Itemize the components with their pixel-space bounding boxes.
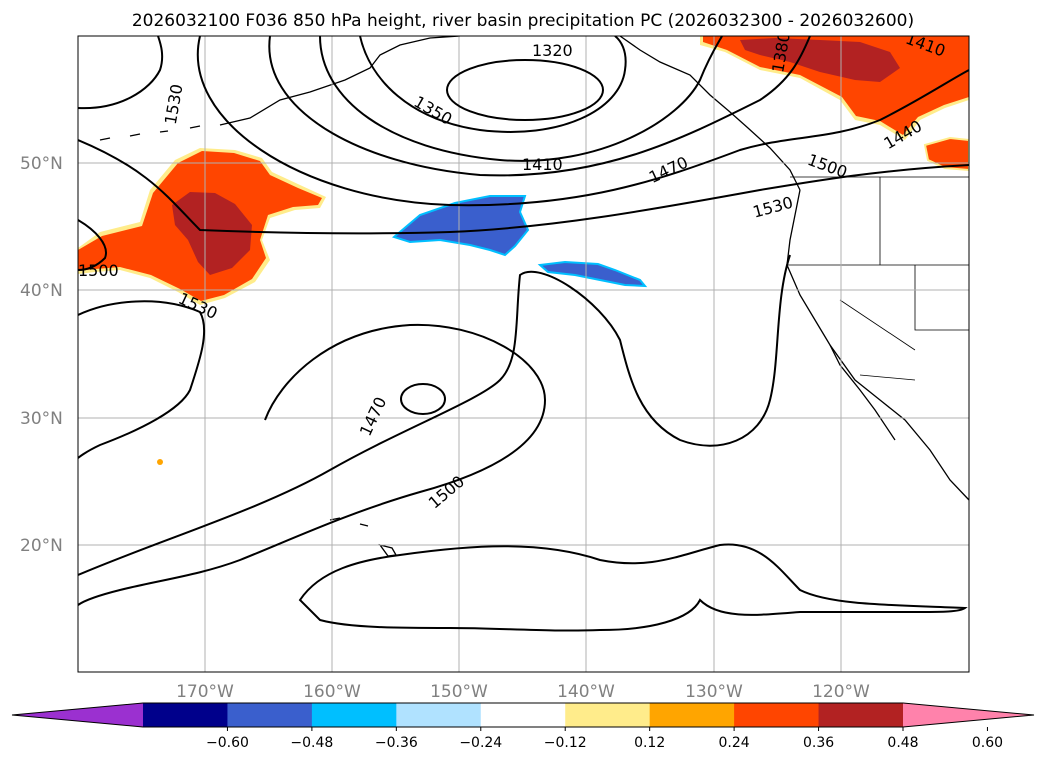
positive-anomaly-east-patch (923, 136, 969, 172)
contour-1350 (359, 36, 627, 133)
state-borders (787, 177, 969, 381)
colorbar-box (565, 703, 651, 727)
colorbar-tick-label: 0.12 (634, 735, 665, 751)
contour-label-1410: 1410 (522, 155, 563, 174)
lon-labels: 170°W 160°W 150°W 140°W 130°W 120°W (176, 682, 870, 702)
lat-label-40: 40°N (20, 281, 63, 301)
colorbar-tick-label: −0.24 (459, 735, 502, 751)
colorbar-ticks: −0.60 −0.48 −0.36 −0.24 −0.12 0.12 0.24 0.36 0.4… (206, 727, 1003, 751)
contour-1530-big (78, 254, 791, 576)
gulf-alaska-coast (619, 36, 801, 191)
colorbar-tick-label: 0.48 (887, 735, 918, 751)
contour-label-1320: 1320 (532, 41, 573, 60)
colorbar-box (143, 703, 228, 727)
small-anomaly-dot (157, 459, 163, 465)
colorbar-box (396, 703, 482, 727)
lon-label-130w: 130°W (685, 682, 743, 702)
colorbar-box (818, 703, 904, 727)
contour-1500-west (78, 219, 107, 271)
positive-anomaly-northeast (703, 36, 969, 135)
negative-anomaly-south (537, 260, 648, 288)
contour-label-1500-w: 1500 (78, 261, 119, 280)
lat-labels: 50°N 40°N 30°N 20°N (20, 154, 63, 556)
negative-anomaly-north (391, 195, 530, 257)
lon-label-140w: 140°W (557, 682, 615, 702)
colorbar-tick-label: 0.60 (972, 735, 1003, 751)
contour-1380 (319, 36, 723, 162)
contour-1530-upper (78, 36, 164, 110)
colorbar-box (734, 703, 820, 727)
colorbar (11, 702, 1035, 728)
colorbar-outline (11, 702, 1035, 728)
aleutians (99, 125, 201, 141)
contour-1320 (446, 59, 604, 121)
coastlines (99, 36, 969, 557)
colorbar-extend-low (12, 703, 143, 727)
map-panel: 1320 1380 1410 1410 1350 1530 1470 1500 … (78, 36, 969, 672)
contour-1470 (197, 36, 969, 207)
colorbar-box (311, 703, 397, 727)
colorbar-tick-label: −0.12 (544, 735, 587, 751)
map-background (78, 36, 969, 672)
colorbar-tick-label: −0.60 (206, 735, 249, 751)
contour-south (298, 543, 968, 632)
colorbar-box (227, 703, 313, 727)
lat-label-50: 50°N (20, 154, 63, 174)
colorbar-tick-label: −0.48 (290, 735, 333, 751)
map-frame (77, 35, 970, 673)
gridlines (78, 36, 969, 672)
contour-1500 (78, 139, 969, 235)
contour-1470-low (400, 383, 446, 415)
colorbar-tick-label: −0.36 (375, 735, 418, 751)
strong-anomaly-west (172, 192, 252, 275)
contour-1530-west (78, 300, 206, 459)
alaska-coast (219, 36, 461, 126)
colorbar-tick-label: 0.36 (803, 735, 834, 751)
height-contours (78, 36, 969, 632)
contour-1500-ring (78, 323, 547, 606)
lon-label-160w: 160°W (303, 682, 361, 702)
colorbar-tick-label: 0.24 (719, 735, 750, 751)
lon-label-150w: 150°W (430, 682, 488, 702)
figure-title: 2026032100 F036 850 hPa height, river ba… (132, 11, 914, 31)
colorbar-box (649, 703, 735, 727)
precip-shading (78, 36, 969, 465)
lon-label-120w: 120°W (812, 682, 870, 702)
strong-anomaly-northeast (740, 38, 900, 82)
colorbar-extend-high (903, 703, 1034, 727)
contour-1410 (268, 36, 811, 177)
lat-label-20: 20°N (20, 536, 63, 556)
lon-label-170w: 170°W (176, 682, 234, 702)
colorbar-box (480, 703, 566, 727)
lat-label-30: 30°N (20, 409, 63, 429)
baja-california (829, 344, 896, 441)
